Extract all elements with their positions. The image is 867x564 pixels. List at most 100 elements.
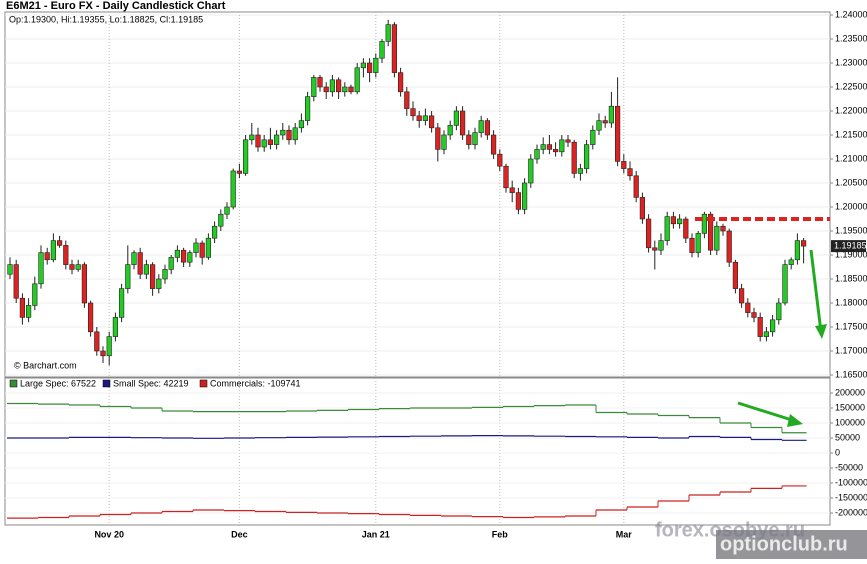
y-tick-label: 1.21500 xyxy=(835,129,867,139)
candle-body xyxy=(205,237,212,258)
candle-body xyxy=(162,269,168,280)
candle-body xyxy=(125,264,131,289)
cot-panel xyxy=(4,377,831,526)
candle-body xyxy=(335,79,342,93)
candle-body xyxy=(94,331,100,352)
candle-body xyxy=(732,261,738,289)
candle-body xyxy=(7,264,13,275)
y-tick-label: 150000 xyxy=(835,402,865,412)
candle-body xyxy=(119,288,125,318)
candle-body xyxy=(428,115,435,129)
candle-body xyxy=(292,127,298,141)
candle-body xyxy=(447,125,453,136)
y-tick-label: 1.20500 xyxy=(835,177,867,187)
candle-body xyxy=(323,86,329,93)
candle-body xyxy=(484,120,491,136)
candle-body xyxy=(416,115,422,121)
candle-body xyxy=(782,264,788,304)
candle-body xyxy=(112,317,118,337)
candle-body xyxy=(435,127,441,150)
candle-body xyxy=(683,218,689,239)
cot-arrow xyxy=(737,401,796,423)
candle-body xyxy=(236,170,243,174)
y-tick-label: 1.23000 xyxy=(835,57,867,67)
candle-body xyxy=(379,41,385,59)
candle-body xyxy=(726,230,732,263)
candle-body xyxy=(143,264,150,275)
candle-body xyxy=(614,105,621,162)
y-tick-label: 1.22000 xyxy=(835,105,867,115)
candle-body xyxy=(106,336,112,357)
candle-body xyxy=(218,213,224,227)
candle-body xyxy=(676,218,683,225)
candle-body xyxy=(224,206,230,215)
candle-body xyxy=(571,141,577,174)
source: © Barchart.com xyxy=(14,360,77,370)
candle-body xyxy=(75,264,81,270)
candle-body xyxy=(181,249,187,263)
candle-body xyxy=(621,161,627,169)
candle-body xyxy=(81,264,87,304)
candle-body xyxy=(243,139,249,174)
candle-body xyxy=(658,240,664,251)
x-tick-label: Nov 20 xyxy=(94,529,124,539)
candle-body xyxy=(794,240,800,261)
candle-body xyxy=(701,213,707,234)
arrows xyxy=(737,249,827,427)
candle-body xyxy=(354,67,360,93)
y-tick-label: -200000 xyxy=(835,507,867,517)
candle-body xyxy=(707,213,714,251)
candle-body xyxy=(156,278,162,289)
legend-label: Commercials: -109741 xyxy=(210,378,301,388)
candle-body xyxy=(788,259,794,265)
candle-body xyxy=(342,86,348,93)
candle-body xyxy=(255,134,261,148)
candle-body xyxy=(577,168,583,174)
candle-body xyxy=(565,139,571,143)
candle-body xyxy=(478,120,484,133)
candle-body xyxy=(298,120,305,129)
candle-body xyxy=(19,297,26,318)
candle-body xyxy=(459,110,466,136)
candle-body xyxy=(267,139,274,145)
candle-body xyxy=(422,115,429,121)
candle-body xyxy=(776,302,782,321)
candle-body xyxy=(503,165,509,189)
legend-label: Small Spec: 42219 xyxy=(113,378,189,388)
candle-body xyxy=(212,225,218,239)
candle-body xyxy=(769,319,776,333)
candle-body xyxy=(230,170,236,208)
candle-body xyxy=(583,144,590,169)
candle-body xyxy=(509,187,515,193)
candle-body xyxy=(540,144,546,150)
candle-body xyxy=(521,182,528,210)
candle-body xyxy=(261,139,267,148)
candle-body xyxy=(150,264,156,289)
y-tick-label: 1.19500 xyxy=(835,225,867,235)
legend-swatch xyxy=(199,379,208,388)
down-arrow-head xyxy=(815,324,827,339)
price-tag-label: 1.19185 xyxy=(834,240,867,250)
candle-body xyxy=(131,252,137,265)
candle-body xyxy=(32,283,38,306)
candle-body xyxy=(466,134,472,145)
candle-body xyxy=(397,72,404,93)
candle-body xyxy=(552,149,559,153)
candle-body xyxy=(738,288,745,304)
y-tick-label: -100000 xyxy=(835,477,867,487)
candle-body xyxy=(800,240,807,247)
y-tick-label: 1.24000 xyxy=(835,9,867,19)
candle-body xyxy=(373,57,379,73)
y-tick-label: 1.22500 xyxy=(835,81,867,91)
candle-body xyxy=(38,252,44,285)
y-tick-label: 0 xyxy=(835,447,840,457)
candle-body xyxy=(670,216,676,225)
down-arrow xyxy=(809,249,823,333)
candle-body xyxy=(763,331,769,337)
candle-body xyxy=(757,317,763,337)
candle-body xyxy=(360,62,367,69)
candle-body xyxy=(490,134,497,155)
candle-body xyxy=(528,158,534,184)
candle-body xyxy=(515,192,521,210)
